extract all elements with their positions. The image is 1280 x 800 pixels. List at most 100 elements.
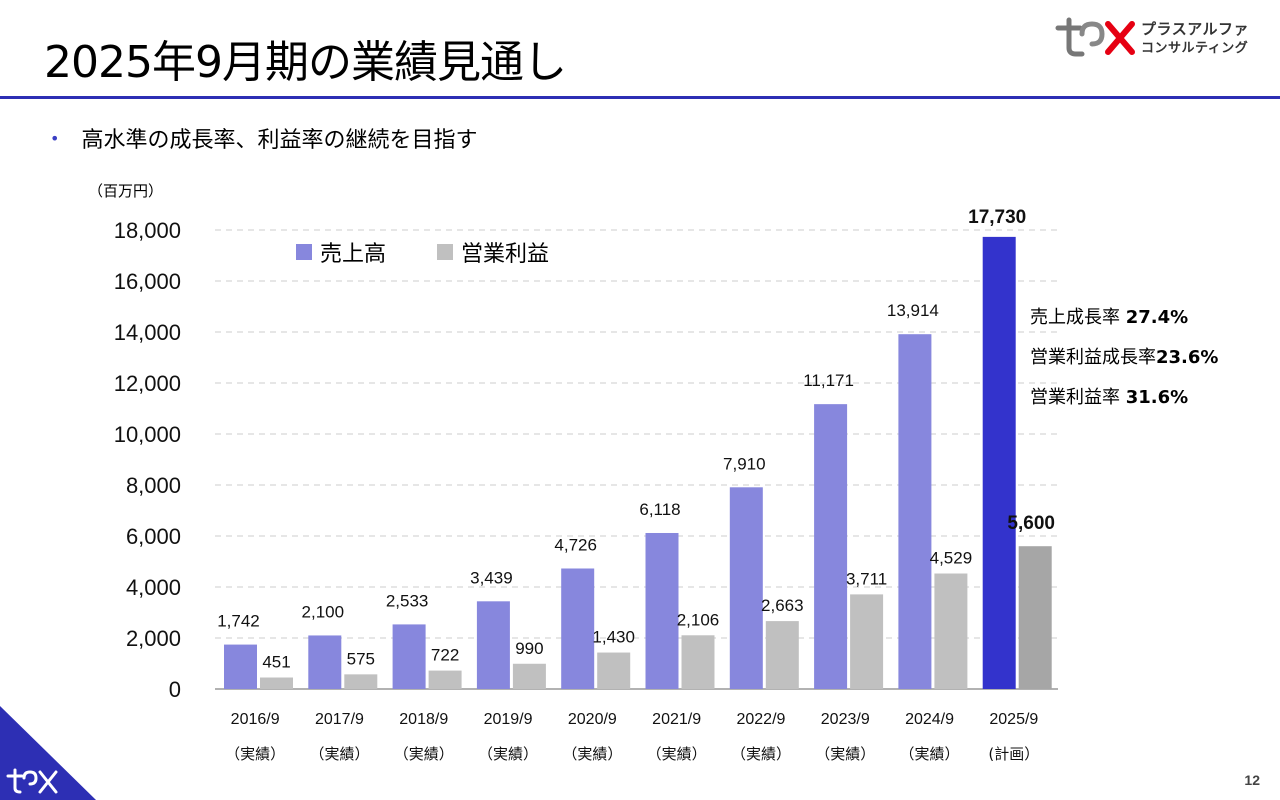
chart-legend: 売上高 営業利益: [296, 236, 593, 268]
bar-operating-profit: [934, 573, 968, 689]
legend-item-revenue: 売上高: [296, 236, 386, 268]
bar-revenue: [308, 635, 342, 689]
growth-stats: 売上成長率 27.4% 営業利益成長率23.6% 営業利益率 31.6%: [1030, 298, 1218, 418]
bar-operating-profit: [765, 621, 799, 689]
bar-revenue: [729, 487, 763, 689]
data-label-operating-profit: 3,711: [846, 569, 887, 588]
data-label-revenue: 13,914: [887, 301, 939, 320]
bar-operating-profit: [1018, 546, 1052, 689]
x-category-sublabel: （実績）: [900, 745, 960, 763]
stat-label: 売上成長率: [1030, 307, 1120, 328]
data-label-operating-profit: 451: [262, 652, 290, 671]
data-label-operating-profit: 990: [515, 639, 543, 658]
legend-swatch-revenue: [296, 244, 312, 260]
x-category-label: 2024/9: [905, 711, 954, 728]
page-number: 12: [1244, 772, 1260, 788]
data-label-operating-profit: 1,430: [592, 628, 635, 647]
data-label-operating-profit: 4,529: [930, 549, 973, 568]
bar-revenue: [898, 334, 932, 689]
legend-swatch-profit: [437, 244, 454, 260]
stat-revenue-growth: 売上成長率 27.4%: [1030, 298, 1218, 338]
bullet-point: • 高水準の成長率、利益率の継続を目指す: [50, 122, 477, 154]
y-tick-label: 4,000: [126, 575, 181, 600]
legend-label-revenue: 売上高: [320, 242, 387, 267]
legend-label-profit: 営業利益: [461, 242, 550, 267]
company-logo: [1055, 17, 1135, 57]
bar-operating-profit: [260, 677, 293, 689]
y-tick-label: 0: [169, 677, 181, 702]
page-title: 2025年9月期の業績見通し: [44, 37, 567, 88]
data-label-revenue: 4,726: [554, 535, 597, 554]
bar-revenue: [476, 601, 510, 689]
x-category-sublabel: （実績）: [562, 745, 622, 763]
title-divider: [0, 96, 1280, 99]
x-category-label: 2018/9: [399, 711, 448, 728]
data-label-operating-profit: 575: [347, 649, 375, 668]
x-category-sublabel: （実績）: [731, 745, 791, 763]
stat-value: 27.4%: [1125, 307, 1189, 328]
data-label-operating-profit: 2,663: [761, 596, 804, 615]
x-category-sublabel: （実績）: [394, 745, 454, 763]
data-label-revenue: 11,171: [803, 371, 854, 390]
bar-revenue: [814, 404, 848, 689]
stat-label: 営業利益率: [1030, 387, 1120, 408]
data-label-revenue: 17,730: [968, 207, 1026, 228]
logo-text-line1: プラスアルファ: [1141, 20, 1250, 38]
bar-revenue: [224, 644, 257, 689]
y-tick-label: 16,000: [114, 269, 181, 294]
x-category-sublabel: （実績）: [225, 745, 285, 763]
stat-label: 営業利益成長率: [1030, 347, 1156, 368]
bar-revenue: [561, 568, 595, 689]
x-category-label: 2023/9: [821, 711, 870, 728]
x-category-sublabel: （実績）: [309, 745, 369, 763]
data-label-revenue: 1,742: [217, 612, 260, 631]
y-tick-label: 12,000: [114, 371, 181, 396]
stat-value: 31.6%: [1125, 387, 1189, 408]
x-category-sublabel: （実績）: [478, 745, 538, 763]
y-tick-label: 14,000: [114, 320, 181, 345]
data-label-operating-profit: 722: [431, 646, 459, 665]
bar-operating-profit: [428, 670, 462, 689]
data-label-operating-profit: 2,106: [677, 610, 720, 629]
x-category-sublabel: (計画）: [988, 745, 1039, 763]
y-tick-label: 10,000: [114, 422, 181, 447]
logo-mark-icon: [1055, 17, 1135, 57]
bar-operating-profit: [597, 652, 631, 689]
data-label-revenue: 2,100: [302, 602, 345, 621]
data-label-revenue: 3,439: [470, 568, 513, 587]
bar-operating-profit: [512, 663, 546, 689]
y-tick-label: 2,000: [126, 626, 181, 651]
bar-revenue: [392, 624, 426, 689]
data-label-revenue: 6,118: [639, 500, 680, 519]
data-label-revenue: 2,533: [386, 591, 429, 610]
corner-logo-mark-icon: [6, 768, 58, 794]
x-category-label: 2025/9: [989, 711, 1038, 728]
bar-operating-profit: [344, 674, 378, 689]
y-tick-label: 18,000: [114, 218, 181, 243]
x-category-label: 2021/9: [652, 711, 701, 728]
y-tick-label: 8,000: [126, 473, 181, 498]
logo-text-line2: コンサルティング: [1141, 41, 1249, 56]
stat-op-profit-growth: 営業利益成長率23.6%: [1030, 338, 1218, 378]
corner-logo: [0, 706, 96, 800]
bullet-text: 高水準の成長率、利益率の継続を目指す: [81, 128, 478, 153]
bar-operating-profit: [681, 635, 715, 689]
stat-value: 23.6%: [1156, 347, 1219, 368]
x-category-sublabel: （実績）: [815, 745, 875, 763]
x-category-label: 2016/9: [231, 711, 280, 728]
y-tick-label: 6,000: [126, 524, 181, 549]
unit-label: （百万円）: [88, 182, 164, 200]
bar-revenue: [645, 532, 679, 689]
data-label-operating-profit: 5,600: [1007, 513, 1055, 534]
x-category-label: 2022/9: [736, 711, 785, 728]
bar-operating-profit: [850, 594, 884, 689]
x-category-label: 2020/9: [568, 711, 617, 728]
stat-op-margin: 営業利益率 31.6%: [1030, 378, 1218, 418]
x-category-label: 2017/9: [315, 711, 364, 728]
bar-revenue: [982, 236, 1016, 689]
x-category-sublabel: （実績）: [647, 745, 707, 763]
bullet-dot-icon: •: [50, 129, 60, 148]
legend-item-profit: 営業利益: [437, 236, 549, 268]
x-category-label: 2019/9: [484, 711, 533, 728]
